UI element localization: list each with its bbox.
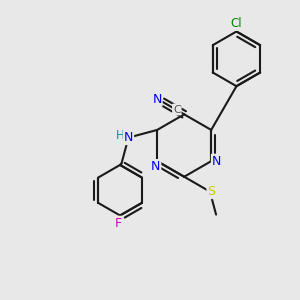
Text: N: N <box>152 93 162 106</box>
Text: Cl: Cl <box>231 17 242 30</box>
Text: N: N <box>124 131 133 144</box>
Text: S: S <box>207 185 215 198</box>
Text: N: N <box>212 154 221 168</box>
Text: F: F <box>115 217 122 230</box>
Text: H: H <box>116 129 124 142</box>
Text: N: N <box>151 160 160 173</box>
Text: C: C <box>173 104 181 115</box>
